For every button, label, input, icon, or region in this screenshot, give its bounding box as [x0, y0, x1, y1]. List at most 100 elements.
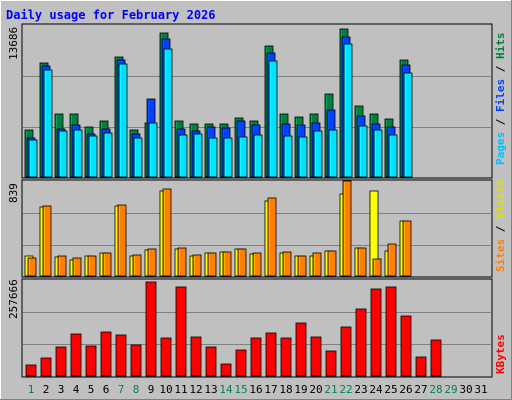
day-label-26: 26: [399, 383, 412, 396]
bar-kbytes-day-6: [100, 331, 112, 377]
bar-pages-day-8: [133, 137, 143, 178]
day-label-29: 29: [444, 383, 457, 396]
day-label-4: 4: [73, 383, 80, 396]
bar-pages-day-17: [268, 60, 278, 178]
legend-hits-files-pages: Pages / Files / Hits: [494, 33, 507, 166]
bar-pages-day-20: [313, 130, 323, 178]
bar-kbytes-day-22: [340, 326, 352, 377]
day-label-10: 10: [159, 383, 172, 396]
bar-pages-day-26: [403, 72, 413, 178]
day-label-24: 24: [369, 383, 383, 396]
bar-kbytes-day-24: [370, 288, 382, 377]
bar-sites-day-21: [327, 250, 337, 277]
bar-kbytes-day-23: [355, 308, 367, 377]
day-label-31: 31: [474, 383, 487, 396]
bar-pages-day-3: [58, 130, 68, 178]
bar-kbytes-day-28: [430, 339, 442, 377]
legend-pages: Pages: [494, 132, 507, 165]
bar-pages-day-10: [163, 48, 173, 178]
day-label-27: 27: [414, 383, 427, 396]
day-label-14: 14: [219, 383, 233, 396]
legend-files: Files: [494, 79, 507, 112]
bar-kbytes-day-15: [235, 349, 247, 377]
bar-kbytes-day-27: [415, 356, 427, 377]
bar-kbytes-day-3: [55, 346, 67, 377]
legend-hits: Hits: [494, 33, 507, 60]
bar-sites-day-18: [282, 251, 292, 277]
bar-sites-day-1: [27, 257, 37, 277]
bar-sites-day-20: [312, 252, 322, 277]
bar-sites-day-15: [237, 248, 247, 277]
day-label-17: 17: [264, 383, 277, 396]
day-label-3: 3: [58, 383, 65, 396]
day-label-1: 1: [28, 383, 35, 396]
bar-pages-day-7: [118, 63, 128, 178]
day-label-21: 21: [324, 383, 337, 396]
bar-pages-day-14: [223, 137, 233, 178]
bar-pages-day-12: [193, 133, 203, 178]
bar-sites-day-24: [372, 258, 382, 277]
kbytes-ymax-label: 257666: [7, 279, 20, 319]
day-label-16: 16: [249, 383, 262, 396]
bar-sites-day-25: [387, 243, 397, 277]
bar-sites-day-4: [72, 257, 82, 277]
bar-pages-day-21: [328, 129, 338, 178]
bar-kbytes-day-18: [280, 337, 292, 377]
bar-kbytes-day-13: [205, 346, 217, 377]
bar-kbytes-day-16: [250, 337, 262, 377]
bar-sites-day-13: [207, 252, 217, 277]
bar-pages-day-13: [208, 137, 218, 178]
bar-kbytes-day-21: [325, 350, 337, 377]
bar-sites-day-16: [252, 252, 262, 277]
bar-sites-day-2: [42, 205, 52, 277]
bar-kbytes-day-10: [160, 337, 172, 377]
bar-sites-day-22: [342, 180, 352, 277]
bar-sites-day-23: [357, 247, 367, 277]
legend-separator-2: /: [494, 59, 507, 79]
hits-ymax-label: 13686: [7, 27, 20, 60]
bar-pages-day-2: [43, 69, 53, 178]
bar-pages-day-25: [388, 134, 398, 178]
panel-kbytes: [21, 278, 493, 378]
bar-sites-day-19: [297, 255, 307, 277]
day-label-5: 5: [88, 383, 95, 396]
bar-sites-day-14: [222, 251, 232, 277]
panel-hits-files-pages: [21, 23, 493, 179]
bar-kbytes-day-4: [70, 333, 82, 377]
day-label-15: 15: [234, 383, 247, 396]
bar-pages-day-16: [253, 134, 263, 178]
bar-kbytes-day-17: [265, 332, 277, 377]
bar-kbytes-day-7: [115, 334, 127, 377]
bar-pages-day-18: [283, 135, 293, 178]
bar-kbytes-day-2: [40, 357, 52, 377]
bar-kbytes-day-19: [295, 322, 307, 377]
bar-sites-day-3: [57, 255, 67, 277]
bar-kbytes-day-11: [175, 286, 187, 377]
legend-visits: Visits: [494, 179, 507, 219]
bar-kbytes-day-1: [25, 364, 37, 377]
legend-sites: Sites: [494, 239, 507, 272]
day-label-25: 25: [384, 383, 397, 396]
bar-pages-day-5: [88, 135, 98, 178]
bar-pages-day-19: [298, 136, 308, 178]
bar-sites-day-6: [102, 252, 112, 277]
day-label-12: 12: [189, 383, 202, 396]
bar-sites-day-12: [192, 254, 202, 277]
bar-sites-day-17: [267, 197, 277, 277]
bar-sites-day-26: [402, 220, 412, 277]
bar-kbytes-day-12: [190, 336, 202, 377]
panel-visits-sites: [21, 179, 493, 278]
bar-kbytes-day-20: [310, 336, 322, 377]
day-label-2: 2: [43, 383, 50, 396]
bar-kbytes-day-5: [85, 345, 97, 377]
bar-kbytes-day-8: [130, 344, 142, 377]
bar-sites-day-8: [132, 254, 142, 277]
day-label-9: 9: [148, 383, 155, 396]
bar-sites-day-5: [87, 255, 97, 277]
bar-sites-day-11: [177, 247, 187, 277]
bar-pages-day-6: [103, 132, 113, 178]
day-label-19: 19: [294, 383, 307, 396]
day-label-30: 30: [459, 383, 472, 396]
